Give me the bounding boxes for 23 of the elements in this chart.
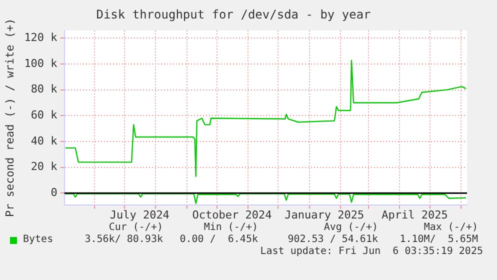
y-tick-label: 80 k xyxy=(30,82,58,96)
text: 1.10M/ 5.65M xyxy=(398,234,479,246)
y-tick-label: 40 k xyxy=(30,134,58,148)
text: Max (-/+) xyxy=(422,222,479,234)
y-tick-label: 20 k xyxy=(30,160,58,174)
y-tick-label: 100 k xyxy=(24,56,58,70)
text: Min (-/+) xyxy=(202,222,259,234)
text: 3.56k/ 80.93k xyxy=(84,234,164,246)
y-tick-label: 120 k xyxy=(24,31,58,44)
text: Avg (-/+) xyxy=(322,222,379,234)
legend-label: Bytes xyxy=(23,234,54,246)
y-axis-title: Pr second read (-) / write (+) xyxy=(3,18,16,217)
x-tick-label: October 2024 xyxy=(192,208,272,222)
text: Last update: Fri Jun 6 03:35:19 2025 xyxy=(259,246,484,258)
text: 0.00 / 6.45k xyxy=(178,234,259,246)
text: Cur (-/+) xyxy=(108,222,164,234)
y-tick-label: 60 k xyxy=(30,108,58,122)
x-tick-label: January 2025 xyxy=(284,208,364,222)
x-tick-label: April 2025 xyxy=(382,208,448,222)
y-tick-label: 0 xyxy=(50,186,58,200)
chart-title: Disk throughput for /dev/sda - by year xyxy=(96,7,371,22)
x-tick-label: July 2024 xyxy=(110,208,170,222)
text: 902.53 / 54.61k xyxy=(286,234,379,246)
